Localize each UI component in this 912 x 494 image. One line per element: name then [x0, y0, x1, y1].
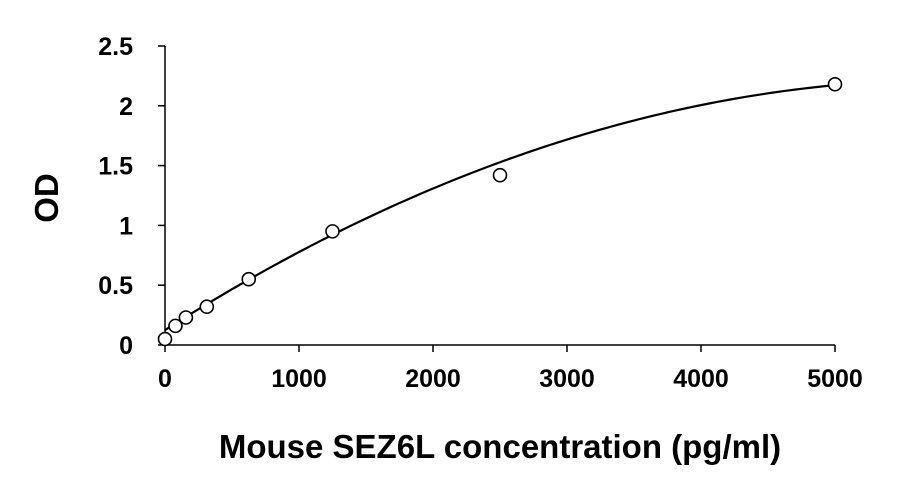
axes [164, 46, 835, 346]
data-point [325, 224, 340, 239]
y-axis-title: OD [28, 173, 65, 223]
y-tick-label: 2 [119, 93, 133, 121]
x-tick-label: 2000 [405, 365, 461, 393]
data-point [199, 299, 215, 315]
x-tick-label: 3000 [539, 365, 595, 393]
data-points [157, 76, 843, 347]
y-tick-label: 0.5 [98, 272, 133, 300]
data-point [241, 271, 257, 287]
x-tick-label: 5000 [807, 365, 863, 393]
data-point [178, 310, 194, 325]
y-ticks: 0 0.5 1 1.5 2 2.5 [98, 33, 165, 360]
y-tick-label: 0 [119, 332, 133, 360]
trendline [164, 84, 836, 331]
x-ticks: 0 1000 2000 3000 4000 5000 [158, 345, 863, 393]
y-tick-label: 1 [119, 212, 133, 240]
data-point [492, 167, 508, 183]
x-tick-label: 1000 [271, 365, 327, 393]
data-point [827, 76, 843, 92]
y-tick-label: 2.5 [98, 33, 133, 61]
data-point [157, 331, 173, 347]
data-point [168, 318, 183, 334]
x-axis-title: Mouse SEZ6L concentration (pg/ml) [219, 428, 781, 465]
x-tick-label: 0 [158, 365, 172, 393]
x-tick-label: 4000 [673, 365, 729, 393]
y-tick-label: 1.5 [98, 153, 133, 181]
